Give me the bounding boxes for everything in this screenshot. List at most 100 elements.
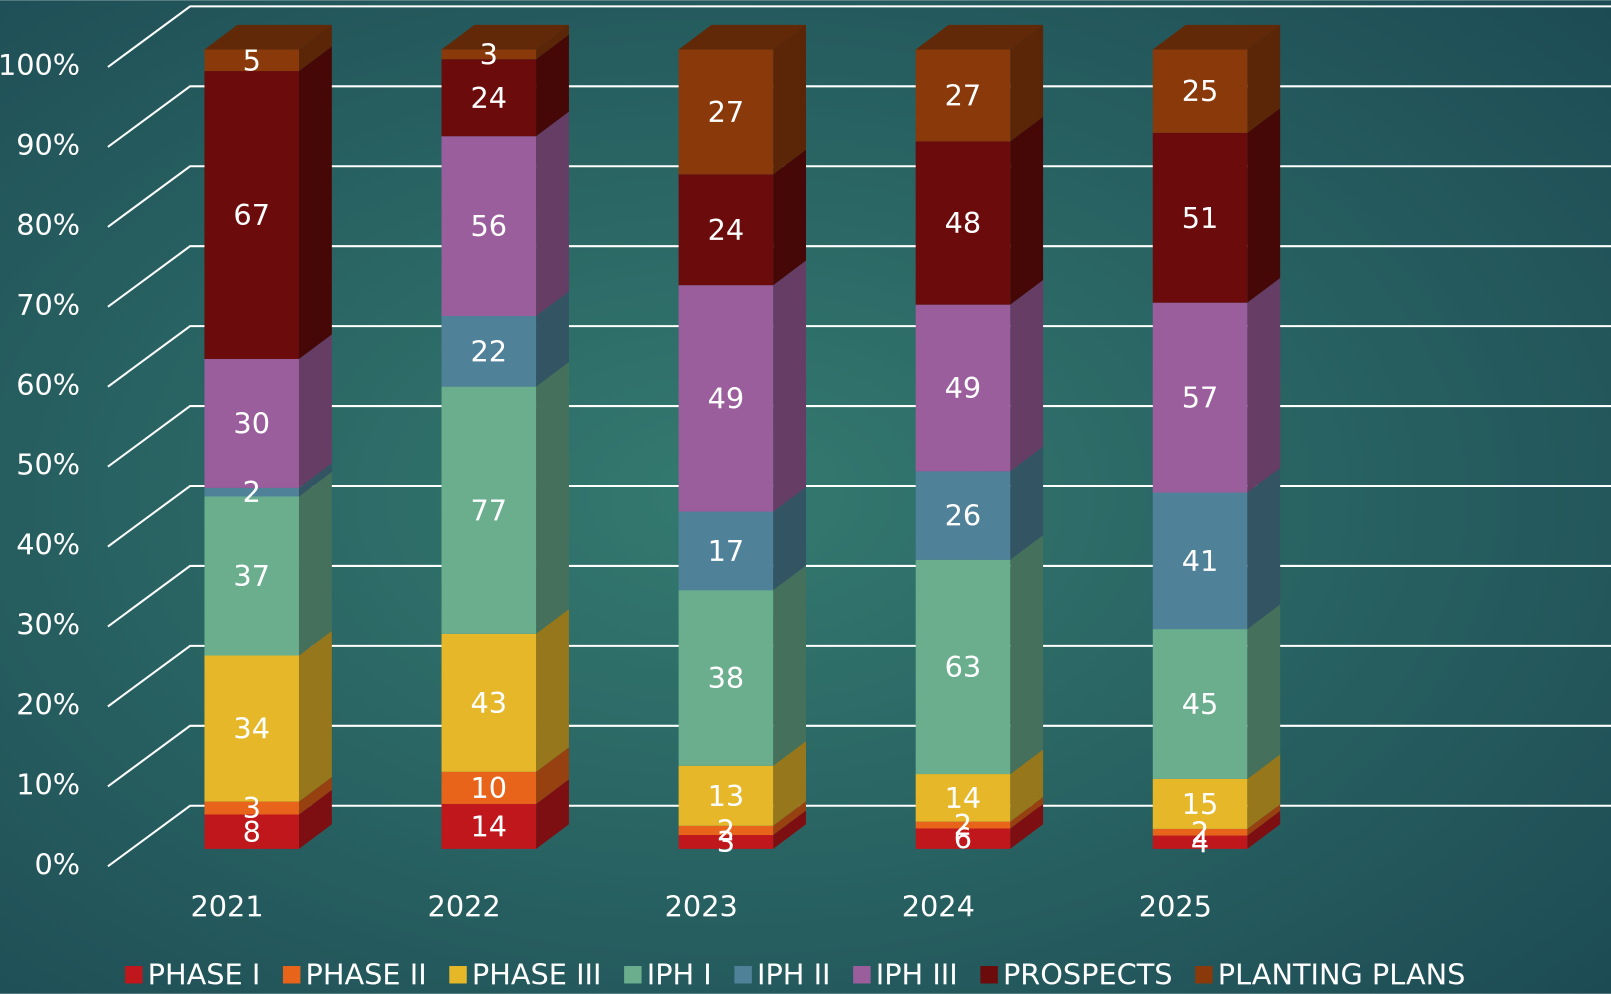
bar-side bbox=[536, 111, 569, 317]
value-label: 30 bbox=[233, 406, 270, 440]
y-tick-label: 40% bbox=[16, 528, 80, 562]
bar-side bbox=[1247, 804, 1281, 836]
value-label: 51 bbox=[1182, 201, 1219, 235]
value-label: 49 bbox=[708, 381, 745, 415]
y-tick-label: 20% bbox=[16, 687, 80, 721]
x-tick-label: 2023 bbox=[665, 889, 738, 923]
bar-side bbox=[298, 46, 332, 359]
value-label: 56 bbox=[470, 209, 507, 243]
value-label: 38 bbox=[708, 661, 745, 695]
value-label: 77 bbox=[470, 493, 507, 527]
bar-side bbox=[1247, 604, 1281, 779]
bar bbox=[915, 141, 1011, 305]
value-label: 4 bbox=[1191, 825, 1209, 859]
bar bbox=[204, 814, 299, 849]
bar bbox=[204, 655, 299, 802]
bar bbox=[1152, 778, 1248, 829]
value-label: 45 bbox=[1182, 687, 1219, 721]
value-label: 34 bbox=[233, 712, 270, 746]
bar bbox=[915, 559, 1011, 775]
grid-line bbox=[107, 484, 1611, 548]
bar bbox=[915, 471, 1011, 560]
bar-side bbox=[1010, 280, 1044, 472]
bar bbox=[204, 496, 299, 656]
legend: PHASE I PHASE II PHASE III IPH I IPH II IPH I… bbox=[125, 957, 1465, 991]
bar-side bbox=[773, 801, 807, 836]
bar bbox=[441, 49, 537, 60]
bar bbox=[678, 511, 774, 591]
bar-side bbox=[1010, 797, 1044, 829]
bar-side bbox=[298, 630, 332, 802]
y-tick-label: 50% bbox=[16, 448, 80, 482]
bar bbox=[678, 835, 774, 849]
x-tick-label: 2024 bbox=[902, 889, 975, 923]
bar-side bbox=[1247, 467, 1281, 630]
bar-side bbox=[1010, 24, 1044, 142]
value-label: 3 bbox=[717, 825, 735, 859]
legend-label: PLANTING PLANS bbox=[1218, 957, 1466, 991]
value-label: 27 bbox=[708, 95, 745, 129]
bar bbox=[1152, 828, 1248, 836]
bar bbox=[441, 59, 537, 137]
bar bbox=[1152, 835, 1248, 849]
grid-line bbox=[107, 165, 1611, 228]
plot: 0% 10% 20% 30% 40% 50% 60% 70% 80% 90% 100% 2021 202… bbox=[0, 5, 1611, 991]
y-tick-label: 80% bbox=[16, 208, 80, 242]
value-label: 6 bbox=[954, 822, 972, 856]
bar-side bbox=[773, 260, 807, 512]
legend-label: IPH II bbox=[757, 957, 831, 991]
value-label: 2 bbox=[717, 813, 735, 847]
bar-side bbox=[773, 486, 807, 591]
bar bbox=[1152, 49, 1248, 133]
y-tick-label: 70% bbox=[16, 288, 80, 322]
y-tick-label: 90% bbox=[16, 128, 80, 162]
x-tick-label: 2021 bbox=[190, 889, 263, 923]
legend-label: IPH I bbox=[647, 957, 712, 991]
bar-side bbox=[536, 24, 569, 60]
bar bbox=[441, 136, 537, 317]
legend-swatch bbox=[282, 966, 301, 984]
bar bbox=[204, 801, 299, 815]
bar-side bbox=[1010, 803, 1044, 849]
legend-label: PHASE II bbox=[306, 957, 427, 991]
bar bbox=[915, 774, 1011, 822]
value-label: 8 bbox=[243, 815, 261, 849]
value-label: 41 bbox=[1182, 544, 1219, 578]
value-label: 57 bbox=[1182, 381, 1219, 415]
value-label: 24 bbox=[470, 81, 507, 115]
value-label: 26 bbox=[945, 499, 982, 533]
value-label: 3 bbox=[480, 37, 498, 71]
value-label: 13 bbox=[708, 779, 745, 813]
bar bbox=[204, 71, 299, 359]
bar bbox=[441, 386, 537, 634]
value-label: 3 bbox=[243, 791, 261, 825]
value-label: 27 bbox=[945, 79, 982, 113]
value-label: 2 bbox=[243, 475, 261, 509]
value-label: 2 bbox=[1191, 815, 1209, 849]
legend-swatch bbox=[449, 966, 467, 984]
legend-label: PROSPECTS bbox=[1003, 957, 1173, 991]
bar bbox=[441, 803, 537, 849]
value-label: 22 bbox=[470, 334, 507, 368]
bar bbox=[678, 825, 774, 836]
grid-line bbox=[107, 564, 1611, 628]
legend-swatch bbox=[624, 966, 642, 984]
y-tick-label: 10% bbox=[16, 767, 80, 801]
value-label: 48 bbox=[945, 206, 982, 240]
legend-swatch bbox=[980, 966, 998, 984]
bar-top bbox=[204, 24, 332, 50]
bar-side bbox=[536, 34, 569, 137]
value-label: 17 bbox=[708, 534, 745, 568]
bar bbox=[1152, 629, 1248, 779]
grid-line bbox=[107, 804, 1611, 868]
bar-side bbox=[536, 609, 569, 772]
bar-side bbox=[1247, 810, 1281, 849]
bar-side bbox=[536, 291, 569, 387]
grid-line bbox=[107, 724, 1611, 788]
bar-top bbox=[915, 24, 1044, 50]
legend-label: IPH III bbox=[876, 957, 958, 991]
bar bbox=[441, 771, 537, 804]
value-label: 43 bbox=[470, 686, 507, 720]
bar bbox=[204, 358, 299, 488]
bar-side bbox=[536, 747, 569, 804]
